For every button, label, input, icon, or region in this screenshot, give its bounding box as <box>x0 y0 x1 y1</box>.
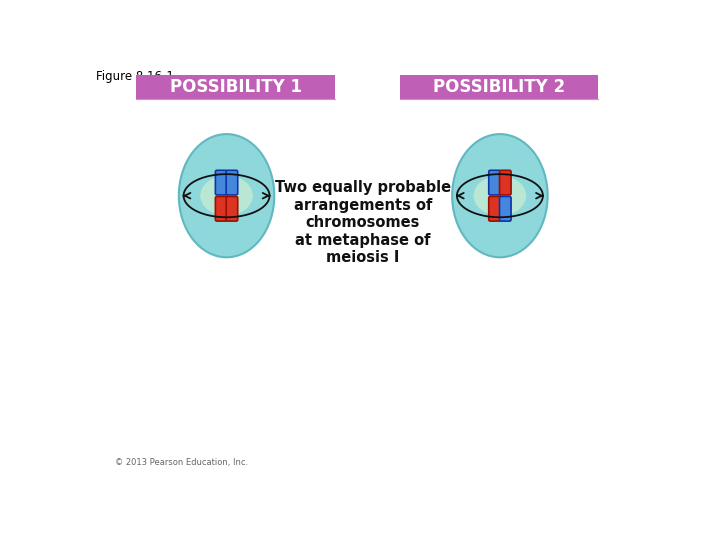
FancyBboxPatch shape <box>226 170 238 195</box>
FancyBboxPatch shape <box>215 197 227 221</box>
FancyBboxPatch shape <box>489 197 500 221</box>
Text: Figure 8.16-1: Figure 8.16-1 <box>96 70 174 83</box>
Text: POSSIBILITY 2: POSSIBILITY 2 <box>433 78 565 96</box>
Text: POSSIBILITY 1: POSSIBILITY 1 <box>170 78 302 96</box>
Ellipse shape <box>452 134 548 257</box>
Ellipse shape <box>200 176 253 215</box>
FancyBboxPatch shape <box>226 197 238 221</box>
FancyBboxPatch shape <box>500 170 511 195</box>
Bar <box>137 75 335 99</box>
FancyBboxPatch shape <box>500 197 511 221</box>
Text: Two equally probable
arrangements of
chromosomes
at metaphase of
meiosis I: Two equally probable arrangements of chr… <box>275 180 451 265</box>
Text: © 2013 Pearson Education, Inc.: © 2013 Pearson Education, Inc. <box>115 458 248 467</box>
FancyBboxPatch shape <box>489 170 500 195</box>
Ellipse shape <box>474 176 526 215</box>
Bar <box>400 75 598 99</box>
Ellipse shape <box>179 134 274 257</box>
FancyBboxPatch shape <box>215 170 227 195</box>
